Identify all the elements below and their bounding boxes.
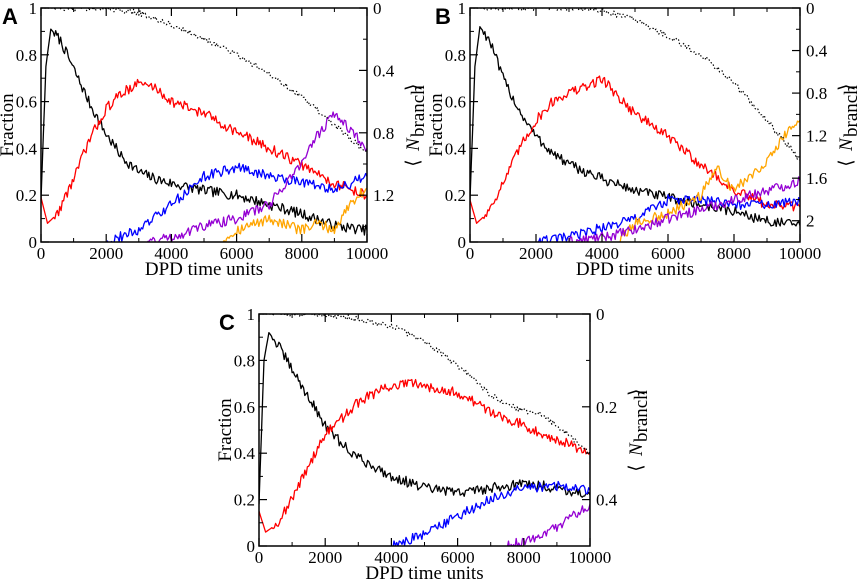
series-line-dotted-nbranch: [470, 8, 800, 161]
y-tick-label: 0.8: [16, 46, 37, 65]
y2-tick-label: 0.4: [373, 61, 395, 80]
y-tick-label: 0.4: [234, 444, 256, 463]
y2-label-main: N: [836, 137, 857, 152]
x-axis-label: DPD time units: [145, 259, 263, 280]
y-tick-label: 0.6: [445, 93, 466, 112]
series-group: [41, 8, 367, 242]
y2-tick-label: 0.2: [596, 398, 617, 417]
series-line-purple: [568, 176, 800, 242]
y2-label-sub: branch: [408, 85, 429, 137]
x-tick-label: 4000: [154, 244, 188, 263]
x-tick-label: 8000: [285, 244, 319, 263]
y-tick-label: 0.6: [234, 398, 255, 417]
panel-c: C 0 2000 4000 6000 8000 10000 0 0.2 0.4 0.6 0.8 1 0 0.…: [215, 305, 652, 579]
plot-frame: [258, 313, 591, 547]
y2-tick-label: 0: [596, 305, 605, 324]
y2-label-close-bracket: ⟩: [626, 389, 647, 396]
y2-label-main: N: [403, 137, 424, 152]
y2-label-close-bracket: ⟩: [403, 84, 424, 91]
y-tick-label: 0.2: [445, 186, 466, 205]
panel-b: B 0 2000 4000 6000 8000 10000 0 0.2 0.4 0.6 0.8 1 0 0.…: [426, 0, 862, 280]
y-tick-label: 1: [247, 305, 256, 324]
series-line-red: [41, 78, 367, 224]
x-axis-label: DPD time units: [576, 259, 694, 280]
series-line-black: [259, 331, 590, 505]
y-tick-label: 0.4: [445, 139, 467, 158]
y2-tick-label: 2: [806, 212, 815, 231]
y2-tick-label: 0: [373, 0, 382, 18]
x-tick-label: 6000: [441, 548, 475, 567]
x-tick-label: 8000: [507, 548, 541, 567]
x-tick-label: 10000: [346, 244, 389, 263]
panel-label: B: [435, 4, 451, 29]
y-tick-label: 0.2: [234, 491, 255, 510]
y2-label-open-bracket: ⟨: [403, 159, 424, 166]
y-tick-label: 0.8: [234, 351, 255, 370]
series-line-blue: [106, 162, 367, 242]
panel-a: A 0 2000 4000 6000 8000 10000 0 0.2 0.4 0.6 0.8 1 0 0.…: [0, 0, 429, 280]
y2-tick-label: 1.2: [806, 127, 827, 146]
y-tick-label: 0.8: [445, 46, 466, 65]
series-line-black: [41, 28, 367, 236]
x-tick-label: 0: [255, 548, 264, 567]
x-tick-label: 0: [37, 244, 46, 263]
x-tick-label: 4000: [374, 548, 408, 567]
x-tick-label: 2000: [89, 244, 123, 263]
x-tick-label: 4000: [585, 244, 619, 263]
y-tick-label: 0: [247, 537, 256, 556]
series-line-blue: [537, 194, 800, 242]
y-tick-label: 1: [458, 0, 467, 18]
series-line-red: [259, 378, 590, 533]
series-group: [259, 314, 590, 546]
y-tick-label: 0.2: [16, 186, 37, 205]
plot-frame: [469, 7, 801, 243]
y-tick-label: 1: [29, 0, 38, 18]
x-tick-label: 0: [466, 244, 475, 263]
y2-tick-label: 0.4: [806, 42, 828, 61]
y2-label-main: N: [626, 442, 647, 457]
y-axis-label: Fraction: [426, 93, 447, 157]
series-line-orange: [221, 187, 367, 242]
y-axis-label: Fraction: [215, 398, 236, 462]
plot-frame: [40, 7, 368, 243]
series-line-purple: [147, 111, 367, 242]
y2-tick-label: 1.6: [806, 169, 827, 188]
series-line-orange: [619, 119, 800, 242]
x-tick-label: 6000: [651, 244, 685, 263]
y2-tick-label: 0: [806, 0, 815, 18]
series-line-blue: [392, 480, 590, 546]
series-line-black: [470, 26, 800, 228]
y2-label-sub: branch: [841, 85, 862, 137]
y-tick-label: 0: [458, 233, 467, 252]
y-axis-label: Fraction: [0, 93, 18, 157]
x-axis-label: DPD time units: [365, 563, 483, 579]
x-tick-label: 8000: [717, 244, 751, 263]
x-tick-label: 10000: [569, 548, 612, 567]
series-line-dotted-nbranch: [259, 314, 590, 454]
x-tick-label: 2000: [519, 244, 553, 263]
y2-label-close-bracket: ⟩: [836, 84, 857, 91]
y-tick-label: 0.6: [16, 93, 37, 112]
y2-label-sub: branch: [631, 390, 652, 442]
y2-label-open-bracket: ⟨: [626, 464, 647, 471]
x-tick-label: 6000: [220, 244, 254, 263]
series-group: [470, 8, 800, 242]
y-tick-label: 0: [29, 233, 38, 252]
panel-label: A: [2, 4, 18, 29]
x-tick-label: 2000: [308, 548, 342, 567]
y2-label-open-bracket: ⟨: [836, 159, 857, 166]
series-line-purple: [506, 504, 590, 546]
y2-tick-label: 0.8: [806, 84, 827, 103]
y-tick-label: 0.4: [16, 139, 38, 158]
y2-tick-label: 0.8: [373, 124, 394, 143]
x-tick-label: 10000: [779, 244, 822, 263]
series-line-red: [470, 75, 800, 224]
panel-label: C: [219, 310, 235, 335]
y2-tick-label: 0.4: [596, 491, 618, 510]
y2-tick-label: 1.2: [373, 186, 394, 205]
